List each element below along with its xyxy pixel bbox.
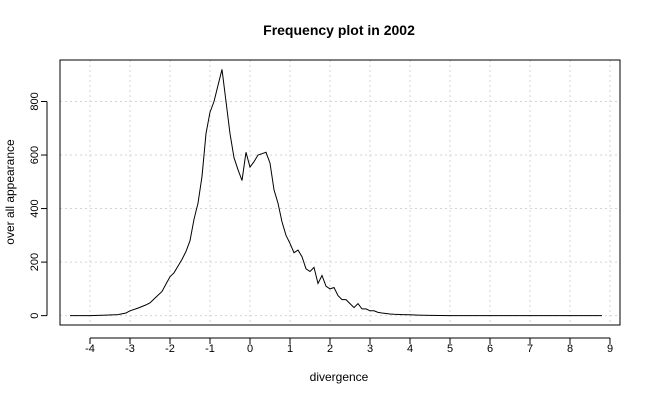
x-tick-label: 3 [367,343,373,355]
x-tick-label: 1 [287,343,293,355]
y-tick-label: 600 [29,146,41,164]
y-tick-label: 400 [29,199,41,217]
x-tick-label: 0 [247,343,253,355]
x-tick-label: 8 [567,343,573,355]
y-axis: 0 200 400 600 800 [29,92,48,319]
x-tick-label: -3 [125,343,135,355]
grid [60,60,620,325]
x-tick-label: 7 [527,343,533,355]
series-line [70,69,602,317]
x-tick-label: -2 [165,343,175,355]
x-tick-label: 9 [607,343,613,355]
x-tick-label: -1 [205,343,215,355]
x-tick-label: 4 [407,343,413,355]
plot-frame [59,59,621,326]
x-axis-label: divergence [310,370,369,384]
x-tick-label: 5 [447,343,453,355]
chart-title: Frequency plot in 2002 [263,22,415,38]
x-tick-label: 6 [487,343,493,355]
y-axis-label: over all appearance [3,139,17,245]
x-axis: -4 -3 -2 -1 0 1 2 3 4 5 6 7 8 9 [85,337,613,355]
y-tick-label: 200 [29,253,41,271]
x-tick-label: -4 [85,343,95,355]
y-tick-label: 0 [29,313,41,319]
y-tick-label: 800 [29,92,41,110]
x-tick-label: 2 [327,343,333,355]
